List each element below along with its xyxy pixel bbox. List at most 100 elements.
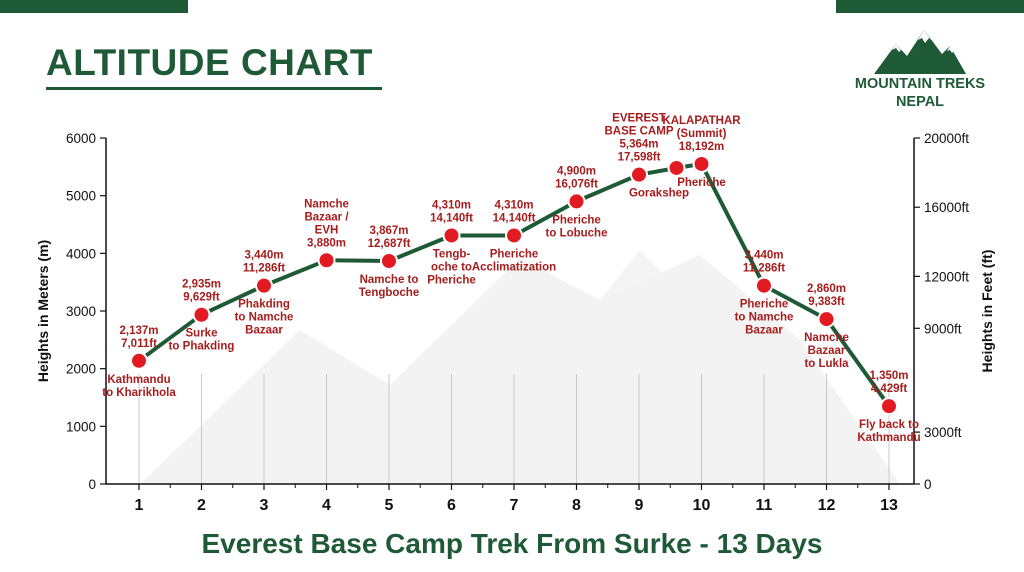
x-tick-label: 8: [572, 497, 581, 514]
altitude-label: 3,880m: [307, 237, 346, 249]
brand-name-line1: MOUNTAIN TREKS: [854, 76, 986, 92]
y2-tick-label: 20000ft: [924, 131, 969, 146]
altitude-point: [567, 192, 586, 211]
route-label: Kathmandu: [107, 374, 170, 386]
axis-ticks: 0 1000 2000 3000 4000 5000 6000 0 3000ft 9000ft 12…: [35, 131, 995, 514]
altitude-label: (Summit): [677, 128, 727, 140]
y2-axis-title: Heights in Feet (ft): [979, 250, 995, 373]
route-label: Acclimatization: [472, 261, 556, 273]
route-label: Namche: [804, 332, 849, 344]
page-title: ALTITUDE CHART: [46, 42, 373, 83]
altitude-point: [380, 252, 398, 271]
y-tick-label: 0: [88, 477, 96, 492]
y-tick-label: 2000: [66, 362, 96, 377]
y-tick-label: 1000: [66, 419, 96, 434]
altitude-point: [505, 226, 523, 245]
route-label: Pheriche: [490, 248, 539, 260]
corner-band-left: [0, 0, 188, 13]
altitude-point: [192, 305, 211, 324]
background-mountains: [140, 250, 900, 484]
x-tick-label: 4: [322, 497, 331, 514]
altitude-label: BASE CAMP: [604, 126, 673, 138]
altitude-label: 4,900m: [557, 165, 596, 177]
altitude-label: 5,364m: [619, 139, 658, 151]
altitude-label: 3,440m: [244, 250, 283, 262]
brand-logo: MOUNTAIN TREKS NEPAL: [846, 26, 994, 110]
altitude-label: 3,440m: [744, 250, 783, 262]
altitude-point: [442, 226, 461, 245]
day-guide-lines: [138, 374, 890, 484]
altitude-label: Bazaar /: [304, 211, 349, 223]
route-label: to Namche: [235, 312, 294, 324]
route-label: to Namche: [735, 312, 794, 324]
x-tick-label: 12: [818, 497, 836, 514]
altitude-label: 16,076ft: [555, 178, 598, 190]
altitude-points: [130, 154, 898, 416]
route-label: Bazaar: [245, 325, 283, 337]
altitude-label: 2,935m: [182, 279, 221, 291]
route-label: Tengb-: [433, 248, 471, 260]
y2-tick-label: 3000ft: [924, 425, 962, 440]
y-tick-label: 6000: [66, 131, 96, 146]
altitude-label: 17,598ft: [618, 152, 661, 164]
altitude-point: [130, 351, 148, 370]
route-label: Surke: [186, 328, 218, 340]
route-label: to Kharikhola: [102, 387, 176, 399]
x-tick-label: 5: [385, 497, 394, 514]
route-label: to Lobuche: [546, 227, 608, 239]
altitude-label: 14,140ft: [430, 212, 473, 224]
y-axis-title: Heights in Meters (m): [35, 240, 51, 382]
route-label: Pheriche: [552, 214, 601, 226]
route-label: Fly back to: [859, 419, 919, 431]
x-tick-label: 10: [693, 497, 711, 514]
altitude-point: [255, 276, 273, 295]
route-label: Kathmandu: [857, 432, 920, 444]
route-label: Bazaar: [745, 325, 783, 337]
title-underline: [46, 87, 382, 90]
route-label: to Phakding: [169, 341, 235, 353]
altitude-series-line: [137, 161, 891, 408]
x-tick-label: 11: [756, 497, 773, 514]
altitude-label: Namche: [304, 198, 349, 210]
altitude-line: [137, 161, 891, 408]
altitude-label: EVH: [315, 224, 339, 236]
x-tick-label: 3: [260, 497, 269, 514]
y-tick-label: 4000: [66, 246, 96, 261]
mountain-peaks-icon: [874, 30, 966, 74]
y-tick-label: 3000: [66, 304, 96, 319]
route-label: Tengboche: [359, 287, 419, 299]
altitude-point: [817, 310, 836, 329]
route-label: Pheriche: [427, 274, 476, 286]
y2-tick-label: 0: [924, 477, 932, 492]
route-label: Pheriche: [740, 299, 789, 311]
altitude-point: [667, 158, 686, 177]
y2-tick-label: 9000ft: [924, 321, 962, 336]
altitude-label: 2,137m: [119, 325, 158, 337]
y-tick-label: 5000: [66, 189, 96, 204]
altitude-label: 9,383ft: [808, 296, 845, 308]
altitude-label: 4,310m: [494, 199, 533, 211]
altitude-label: 7,011ft: [121, 338, 157, 350]
altitude-label: EVEREST: [612, 113, 666, 125]
route-label: Phakding: [238, 299, 290, 311]
altitude-label: 2,860m: [807, 283, 846, 295]
corner-band-right: [836, 0, 1024, 13]
route-label: to Lukla: [804, 358, 849, 370]
altitude-point: [630, 165, 648, 184]
x-tick-label: 6: [447, 497, 456, 514]
x-tick-label: 7: [510, 497, 519, 514]
altitude-point: [317, 251, 336, 270]
altitude-label: 11,286ft: [743, 263, 785, 275]
altitude-label: 4,429ft: [871, 383, 908, 395]
y2-tick-label: 12000ft: [924, 269, 969, 284]
x-tick-label: 13: [880, 497, 898, 514]
route-label: oche to: [431, 261, 472, 273]
altitude-label: 11,286ft: [243, 263, 285, 275]
x-tick-label: 2: [197, 497, 206, 514]
altitude-label: 4,310m: [432, 199, 471, 211]
altitude-label: 14,140ft: [493, 212, 536, 224]
altitude-point: [755, 276, 773, 295]
altitude-label: 3,867m: [369, 225, 408, 237]
